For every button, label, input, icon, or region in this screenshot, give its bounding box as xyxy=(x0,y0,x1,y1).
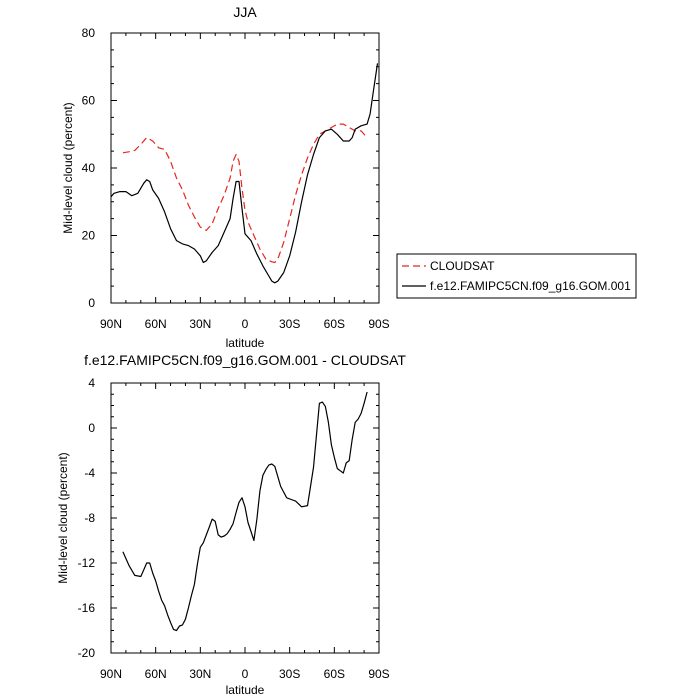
legend-label-model: f.e12.FAMIPC5CN.f09_g16.GOM.001 xyxy=(430,279,631,293)
top-x-axis-label: latitude xyxy=(226,336,265,350)
bottom-y-tick-label: 0 xyxy=(88,421,95,435)
top-x-tick-label: 0 xyxy=(242,317,249,331)
top-plot-title: JJA xyxy=(233,4,257,20)
bottom-x-axis-label: latitude xyxy=(226,683,265,697)
bottom-series-line-0 xyxy=(122,391,368,632)
top-y-axis-label: Mid-level cloud (percent) xyxy=(61,102,75,233)
top-plot-frame xyxy=(110,32,380,304)
bottom-x-tick-label: 30N xyxy=(189,667,211,681)
bottom-x-tick-label: 0 xyxy=(242,667,249,681)
bottom-y-tick-label: -4 xyxy=(84,466,95,480)
top-x-tick-label: 30N xyxy=(189,317,211,331)
bottom-y-tick-label: -20 xyxy=(78,646,96,660)
bottom-y-tick-label: 4 xyxy=(88,376,95,390)
top-series-line-f-e12-famipc5cn-f09-g16-gom-001 xyxy=(111,63,379,284)
top-y-tick-label: 0 xyxy=(88,296,95,310)
top-series-line-cloudsat xyxy=(122,123,368,264)
bottom-plot-title: f.e12.FAMIPC5CN.f09_g16.GOM.001 - CLOUDS… xyxy=(84,352,406,368)
legend: CLOUDSAT f.e12.FAMIPC5CN.f09_g16.GOM.001 xyxy=(396,253,637,299)
top-x-tick-label: 90S xyxy=(368,317,389,331)
legend-label-cloudsat: CLOUDSAT xyxy=(430,259,495,273)
top-y-tick-label: 60 xyxy=(82,94,96,108)
bottom-y-tick-label: -12 xyxy=(78,556,96,570)
legend-box xyxy=(396,253,637,299)
top-y-tick-label: 40 xyxy=(82,161,96,175)
bottom-x-tick-label: 60N xyxy=(145,667,167,681)
top-y-tick-label: 80 xyxy=(82,26,96,40)
bottom-y-tick-label: -8 xyxy=(84,511,95,525)
bottom-x-tick-label: 60S xyxy=(324,667,345,681)
top-panel: JJA 90N 60N 30N 0 30S 60S 90S 0 20 40 60 80 latitud… xyxy=(61,4,637,350)
bottom-x-tick-label: 90S xyxy=(368,667,389,681)
bottom-panel: f.e12.FAMIPC5CN.f09_g16.GOM.001 - CLOUDS… xyxy=(56,352,406,697)
top-x-tick-label: 30S xyxy=(279,317,300,331)
bottom-x-tick-label: 90N xyxy=(100,667,122,681)
bottom-plot-frame xyxy=(110,382,380,654)
bottom-y-tick-label: -16 xyxy=(78,601,96,615)
top-y-tick-label: 20 xyxy=(82,229,96,243)
top-x-tick-label: 60S xyxy=(324,317,345,331)
bottom-x-tick-label: 30S xyxy=(279,667,300,681)
top-x-tick-label: 90N xyxy=(100,317,122,331)
top-x-tick-label: 60N xyxy=(145,317,167,331)
top-plot-marks: 90N 60N 30N 0 30S 60S 90S 0 20 40 60 80 xyxy=(82,26,390,331)
bottom-y-axis-label: Mid-level cloud (percent) xyxy=(56,452,70,583)
